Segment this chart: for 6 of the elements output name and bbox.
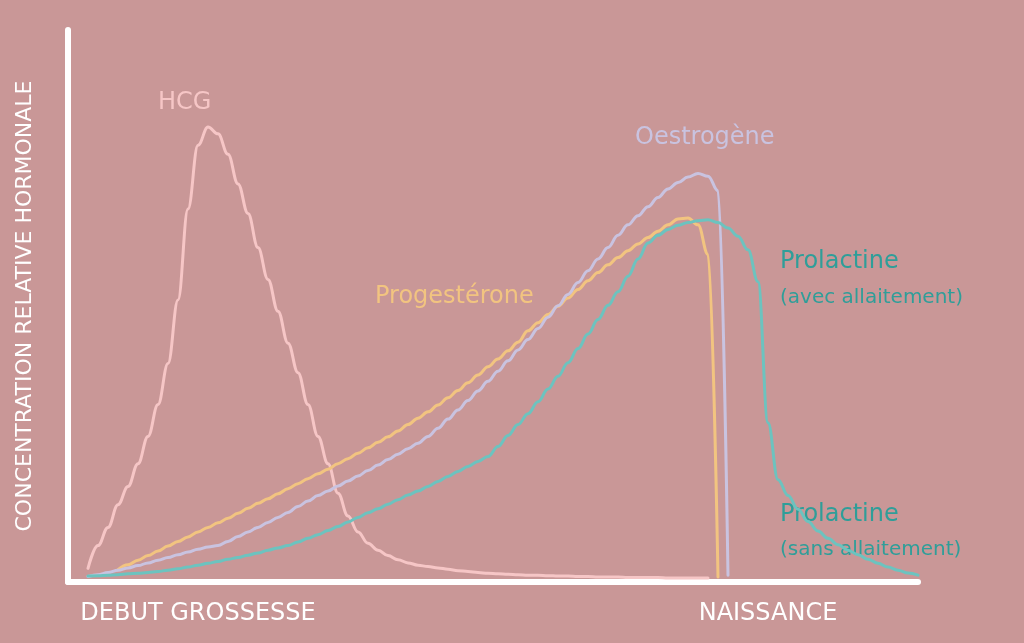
series-label: Oestrogène <box>635 122 775 150</box>
annotation: (avec allaitement) <box>780 284 963 308</box>
x-tick-label: DEBUT GROSSESSE <box>80 598 316 626</box>
y-axis-title: CONCENTRATION RELATIVE HORMONALE <box>10 80 36 532</box>
annotation: Prolactine <box>780 246 899 274</box>
x-tick-label: NAISSANCE <box>698 598 838 626</box>
